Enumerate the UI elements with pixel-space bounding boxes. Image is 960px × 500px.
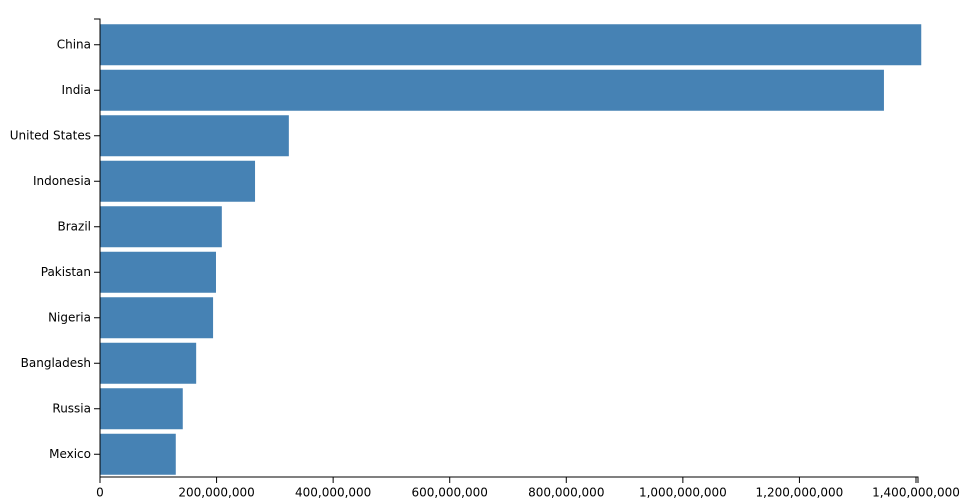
bar bbox=[100, 388, 183, 430]
bar bbox=[100, 297, 214, 339]
y-tick-label: India bbox=[62, 83, 91, 97]
y-tick-label: United States bbox=[10, 128, 91, 142]
y-tick-label: Mexico bbox=[49, 447, 91, 461]
x-tick-label: 800,000,000 bbox=[528, 486, 604, 500]
bar bbox=[100, 251, 216, 293]
y-tick-label: China bbox=[57, 37, 91, 51]
x-tick-label: 1,400,000,000 bbox=[872, 486, 960, 500]
x-axis bbox=[99, 476, 919, 483]
y-tick-label: Russia bbox=[52, 401, 91, 415]
x-tick-label: 1,000,000,000 bbox=[639, 486, 727, 500]
bar bbox=[100, 160, 256, 202]
y-tick-label: Pakistan bbox=[41, 265, 91, 279]
y-tick-label: Brazil bbox=[58, 219, 92, 233]
x-tick-label: 1,200,000,000 bbox=[756, 486, 844, 500]
y-axis bbox=[94, 18, 101, 477]
bar bbox=[100, 433, 176, 475]
x-tick-label: 600,000,000 bbox=[412, 486, 488, 500]
y-tick-label: Bangladesh bbox=[21, 356, 91, 370]
bar bbox=[100, 206, 222, 248]
y-tick-label: Nigeria bbox=[48, 310, 91, 324]
x-tick-label: 0 bbox=[96, 486, 104, 500]
bar bbox=[100, 115, 289, 157]
x-tick-label: 400,000,000 bbox=[295, 486, 371, 500]
y-tick-label: Indonesia bbox=[33, 174, 91, 188]
bar bbox=[100, 69, 884, 111]
bar bbox=[100, 24, 922, 66]
bar bbox=[100, 342, 197, 384]
x-tick-label: 200,000,000 bbox=[178, 486, 254, 500]
